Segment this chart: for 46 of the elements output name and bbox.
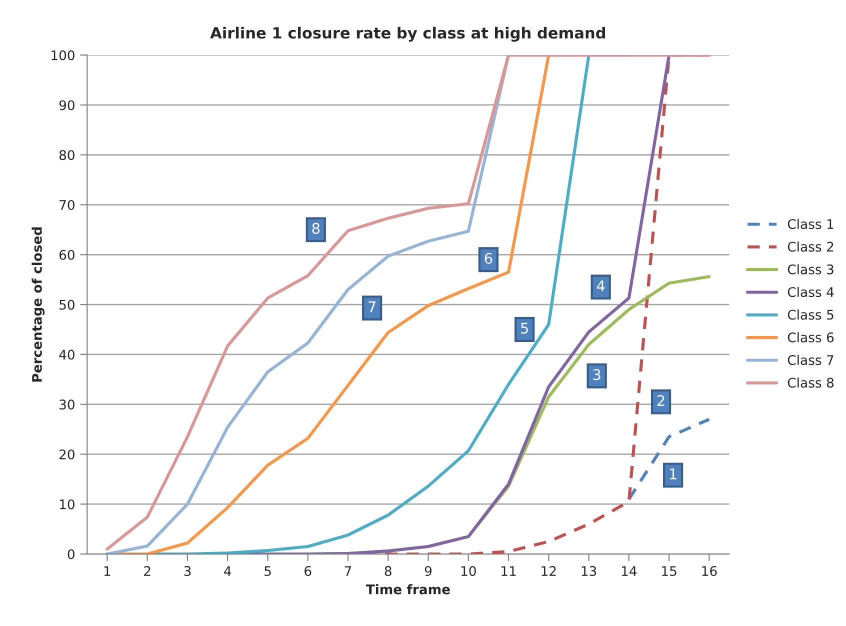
legend-label: Class 1 <box>788 218 834 230</box>
y-tick-label: 30 <box>60 400 74 410</box>
legend-label: Class 7 <box>788 354 834 366</box>
x-tick-label: 9 <box>424 566 432 576</box>
chart-title: Airline 1 closure rate by class at high demand <box>210 26 606 42</box>
legend-label: Class 4 <box>788 286 834 298</box>
y-tick-label: 70 <box>60 200 74 210</box>
annotation: 3 <box>593 369 600 380</box>
x-tick-label: 12 <box>542 566 556 576</box>
y-tick-label: 20 <box>60 449 74 460</box>
y-tick-label: 100 <box>52 50 74 60</box>
y-tick-label: 10 <box>60 499 74 510</box>
x-tick-label: 15 <box>662 566 676 576</box>
x-tick-label: 7 <box>344 566 352 576</box>
y-tick-label: 80 <box>59 150 74 160</box>
legend-label: Class 8 <box>788 377 834 388</box>
x-axis-title: Time frame <box>366 584 450 594</box>
x-tick-label: 16 <box>702 566 717 576</box>
y-axis-title: Percentage of closed <box>32 227 45 382</box>
x-tick-label: 10 <box>461 566 476 576</box>
x-tick-label: 14 <box>622 566 637 576</box>
annotation: 8 <box>312 222 320 234</box>
legend-label: Class 3 <box>788 264 834 274</box>
y-tick-label: 90 <box>59 100 74 110</box>
legend-label: Class 5 <box>788 309 834 320</box>
y-tick-label: 50 <box>60 300 74 310</box>
legend-label: Class 6 <box>788 332 834 342</box>
y-tick-label: 40 <box>59 350 74 360</box>
x-tick-label: 4 <box>224 566 232 576</box>
x-tick-label: 5 <box>264 566 271 576</box>
x-tick-label: 6 <box>304 566 312 576</box>
legend-label: Class 2 <box>788 242 834 252</box>
annotation: 1 <box>670 468 676 480</box>
annotation: 2 <box>657 395 664 406</box>
x-tick-label: 11 <box>502 566 516 576</box>
y-tick-label: 60 <box>59 250 74 260</box>
x-tick-label: 1 <box>104 566 110 576</box>
annotation: 7 <box>368 301 376 312</box>
annotation: 6 <box>484 252 492 264</box>
y-tick-label: 0 <box>68 549 74 560</box>
x-tick-label: 13 <box>582 566 596 576</box>
x-tick-label: 2 <box>144 566 150 576</box>
x-tick-label: 3 <box>184 566 191 576</box>
annotation: 5 <box>521 322 528 334</box>
annotation: 4 <box>596 280 605 292</box>
x-tick-label: 8 <box>384 566 392 576</box>
